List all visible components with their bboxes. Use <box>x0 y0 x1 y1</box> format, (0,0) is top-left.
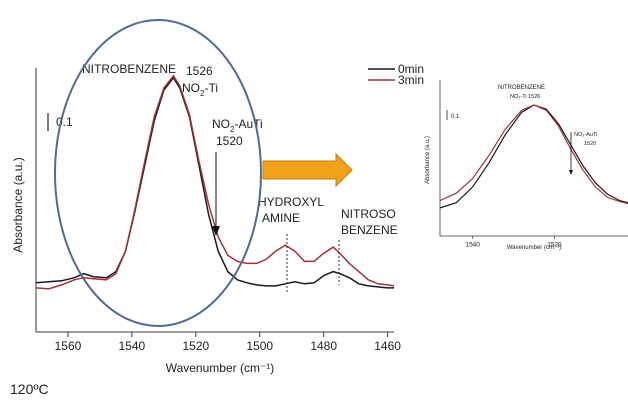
label-no2-ti: NO2-Ti <box>182 81 218 98</box>
label-amine: AMINE <box>262 211 300 225</box>
no2-auti-arrow-head <box>212 226 220 236</box>
inset-arrow-head <box>569 170 573 175</box>
legend-label-3min: 3min <box>398 73 424 87</box>
label-peak-1526: 1526 <box>186 64 213 78</box>
main-x-axis-label: Wavenumber (cm⁻¹) <box>166 361 275 375</box>
x-tick-label: 1520 <box>182 339 209 353</box>
inset-x-axis-label: Wavenumber (cm⁻¹) <box>507 245 561 251</box>
inset-series-3min-line <box>440 104 628 205</box>
legend-label-0min: 0min <box>398 62 424 76</box>
inset-y-axis-label: Absorbance (a.u.) <box>425 136 431 184</box>
inset-label-no2-auti: NO₂-AuTi <box>574 132 597 138</box>
x-tick-label: 1540 <box>119 339 146 353</box>
zoom-arrow <box>262 152 353 188</box>
x-tick-label: 1500 <box>246 339 273 353</box>
main-scale-bar-label: 0.1 <box>56 115 73 129</box>
label-nitrobenzene: NITROBENZENE <box>82 62 176 76</box>
main-y-axis-label: Absorbance (a.u.) <box>11 157 25 252</box>
inset-label-no2-ti: NO₂-Ti 1526 <box>510 94 540 100</box>
x-tick-label: 1460 <box>374 339 401 353</box>
legend: 0min 3min <box>368 62 424 87</box>
inset-scale-bar-label: 0.1 <box>451 114 460 120</box>
main-x-ticks: 1560 1540 1520 1500 1480 1460 <box>55 332 401 353</box>
label-benzene: BENZENE <box>341 223 398 237</box>
series-0min-line <box>36 76 394 289</box>
highlight-ellipse <box>54 19 262 327</box>
x-tick-label: 1540 <box>465 242 480 249</box>
label-nitroso: NITROSO <box>341 207 396 221</box>
main-chart: 1560 1540 1520 1500 1480 1460 Wavenumber (cm⁻… <box>11 19 424 375</box>
inset-series-0min-line <box>440 104 628 209</box>
label-peak-1520: 1520 <box>216 134 243 148</box>
x-tick-label: 1560 <box>55 339 82 353</box>
temperature-label: 120ºC <box>10 381 49 397</box>
inset-label-nitrobenzene: NITROBENZENE <box>498 85 545 91</box>
x-tick-label: 1480 <box>310 339 337 353</box>
x-tick-label: 1520 <box>547 242 562 249</box>
inset-label-1520: 1520 <box>584 141 596 147</box>
label-hydroxyl: HYDROXYL <box>258 195 324 209</box>
